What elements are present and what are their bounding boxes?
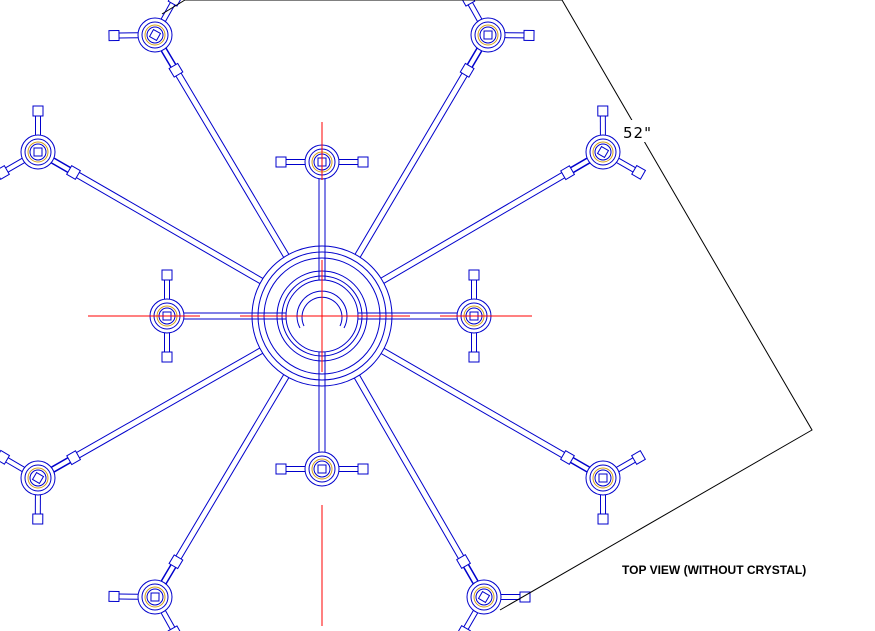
dimension-line-52: 52" bbox=[161, 0, 813, 611]
inner-arm-2 bbox=[184, 312, 286, 320]
outer-arm-4 bbox=[380, 157, 591, 284]
view-title: TOP VIEW (WITHOUT CRYSTAL) bbox=[622, 563, 806, 577]
outer-candle-cup-7 bbox=[108, 554, 184, 631]
centerlines bbox=[88, 122, 532, 626]
outer-candle-cup-3 bbox=[0, 105, 82, 181]
outer-arm-5 bbox=[51, 347, 263, 473]
inner-arm-1 bbox=[318, 179, 326, 280]
inner-candle-cup-4 bbox=[275, 451, 369, 487]
outer-arm-8 bbox=[353, 374, 479, 585]
outer-candle-cup-1 bbox=[108, 0, 184, 78]
outer-arm-6 bbox=[380, 347, 591, 473]
outer-arm-1 bbox=[160, 47, 290, 258]
outer-arm-2 bbox=[354, 47, 483, 258]
inner-arm-4 bbox=[318, 352, 326, 452]
dimension-label: 52" bbox=[623, 124, 652, 142]
outer-candle-cup-2 bbox=[459, 0, 535, 78]
outer-candle-cup-5 bbox=[0, 449, 82, 525]
dimension-leader bbox=[161, 0, 813, 611]
outer-candle-cup-4 bbox=[560, 105, 647, 181]
inner-arm-3 bbox=[358, 312, 457, 320]
outer-arm-7 bbox=[160, 374, 290, 585]
outer-candle-cup-6 bbox=[559, 449, 647, 525]
outer-candle-cup-8 bbox=[455, 553, 531, 631]
outer-arm-3 bbox=[50, 157, 264, 285]
